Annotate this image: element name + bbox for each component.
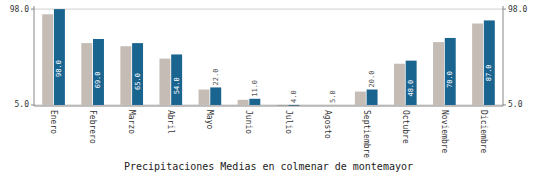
grid-line [34, 9, 503, 10]
x-tick-label: Septiembre [362, 110, 371, 158]
bar [249, 99, 260, 105]
bar [199, 90, 210, 105]
data-label: 70.0 [446, 71, 454, 88]
y-tick-label: 5.0 [15, 100, 30, 109]
bar [355, 92, 366, 105]
bar [54, 9, 65, 105]
x-tick-label: Enero [49, 110, 58, 134]
data-label: 20.0 [368, 71, 376, 88]
data-label: 54.0 [173, 77, 181, 94]
data-label: 22.0 [212, 69, 220, 86]
data-label: 11.0 [251, 80, 259, 97]
bar [238, 100, 249, 105]
y2-tick-label: 5.0 [508, 100, 523, 109]
x-tick-label: Mayo [205, 110, 214, 129]
x-tick-label: Octubre [401, 110, 410, 144]
tick [31, 9, 34, 10]
bar [484, 20, 495, 105]
y-axis-line [34, 6, 35, 106]
x-tick-label: Noviembre [440, 110, 449, 154]
bar [120, 46, 131, 105]
x-axis-line [34, 106, 503, 107]
data-label: 87.0 [485, 64, 493, 81]
bar [171, 54, 182, 105]
bar [394, 64, 405, 105]
bar [93, 39, 104, 105]
x-tick-label: Marzo [127, 110, 136, 134]
x-tick-label: Febrero [88, 110, 97, 144]
bars [42, 9, 495, 106]
tick [31, 104, 34, 105]
bar [159, 59, 170, 105]
grid-line [34, 104, 503, 105]
tick [503, 9, 506, 10]
data-label: 48.0 [407, 80, 415, 97]
bar [42, 14, 53, 105]
data-label: 65.0 [134, 73, 142, 90]
y-tick-label: 98.0 [10, 5, 29, 14]
data-label: 98.0 [55, 60, 63, 77]
chart: 5.0 98.0 5.0 98.0 Enero Febrero Marzo Abril Mayo… [0, 0, 537, 174]
x-tick-label: Julio [284, 110, 293, 134]
x-tick-label: Agosto [323, 110, 332, 139]
bar [406, 61, 417, 105]
bar [328, 104, 339, 105]
x-tick-label: Diciembre [479, 110, 488, 154]
data-label: 69.0 [94, 71, 102, 88]
bar [433, 42, 444, 105]
bar [367, 90, 378, 105]
bar [210, 87, 221, 105]
bar [472, 24, 483, 105]
data-label: 5.0 [329, 90, 337, 103]
bar [316, 104, 327, 105]
y2-tick-label: 98.0 [508, 5, 527, 14]
bar [81, 43, 92, 105]
title: Precipitaciones Medias en colmenar de mo… [124, 161, 413, 172]
x-tick-label: Junio [244, 110, 253, 134]
x-tick-label: Abril [166, 110, 175, 134]
bar [445, 38, 456, 105]
data-label: 4.0 [290, 90, 298, 103]
y2-axis-line [503, 6, 504, 106]
tick [503, 104, 506, 105]
bar [132, 43, 143, 105]
